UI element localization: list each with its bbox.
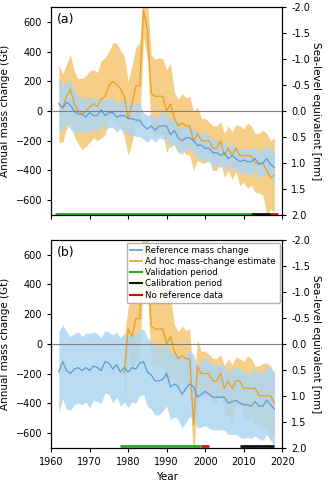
Y-axis label: Sea-level equivalent [mm]: Sea-level equivalent [mm] (311, 275, 321, 413)
X-axis label: Year: Year (156, 472, 178, 482)
Text: (a): (a) (57, 14, 75, 27)
Y-axis label: Sea-level equivalent [mm]: Sea-level equivalent [mm] (311, 42, 321, 180)
Legend: Reference mass change, Ad hoc mass-change estimate, Validation period, Calibrati: Reference mass change, Ad hoc mass-chang… (126, 242, 280, 303)
Y-axis label: Annual mass change (Gt): Annual mass change (Gt) (0, 278, 10, 410)
Y-axis label: Annual mass change (Gt): Annual mass change (Gt) (0, 45, 10, 177)
Text: (b): (b) (57, 246, 75, 259)
